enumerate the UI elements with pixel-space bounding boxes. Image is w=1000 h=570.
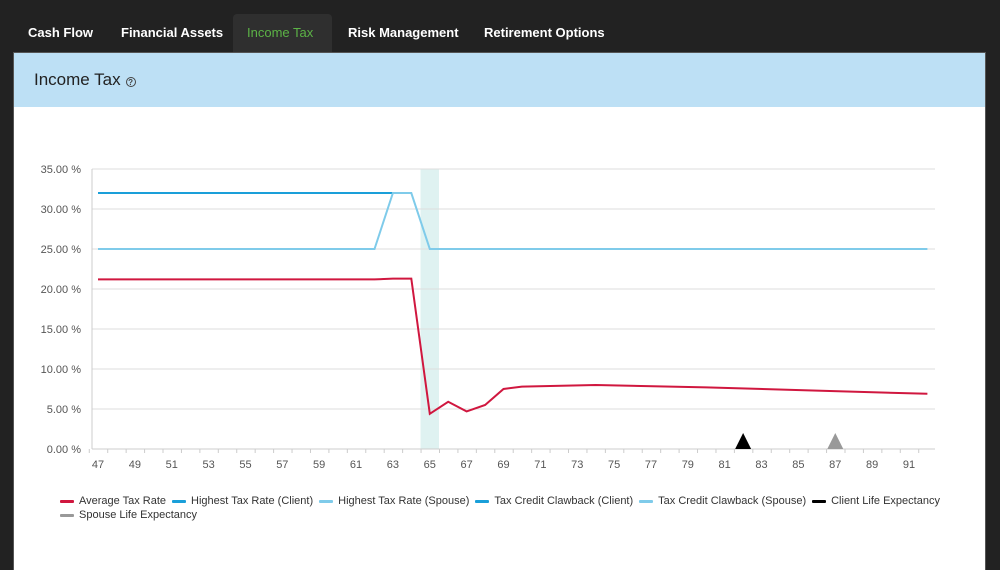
- x-tick-label: 57: [276, 459, 288, 471]
- y-tick-label: 10.00 %: [41, 364, 82, 376]
- legend-label: Highest Tax Rate (Client): [191, 495, 314, 507]
- x-tick-label: 59: [313, 459, 325, 471]
- y-tick-label: 0.00 %: [47, 444, 81, 456]
- x-tick-label: 83: [755, 459, 767, 471]
- legend-item[interactable]: Average Tax Rate: [60, 495, 166, 508]
- y-tick-label: 30.00 %: [41, 204, 82, 216]
- legend-swatch-icon: [319, 500, 334, 503]
- x-tick-label: 69: [497, 459, 509, 471]
- y-tick-label: 35.00 %: [41, 164, 82, 176]
- panel-title: Income Tax: [34, 70, 121, 89]
- legend-swatch-icon: [60, 514, 74, 517]
- tab-retirement-options[interactable]: Retirement Options: [484, 25, 605, 40]
- x-tick-label: 47: [92, 459, 104, 471]
- x-tick-label: 87: [829, 459, 841, 471]
- legend-swatch-icon: [812, 500, 827, 503]
- x-tick-label: 73: [571, 459, 583, 471]
- x-tick-label: 79: [682, 459, 694, 471]
- legend-label: Highest Tax Rate (Spouse): [338, 495, 470, 507]
- x-tick-label: 85: [792, 459, 804, 471]
- tab-financial-assets[interactable]: Financial Assets: [121, 25, 224, 40]
- x-tick-label: 55: [239, 459, 251, 471]
- legend-item[interactable]: Highest Tax Rate (Client): [172, 495, 313, 508]
- x-tick-label: 53: [202, 459, 214, 471]
- x-tick-label: 61: [350, 459, 362, 471]
- series-line-average-tax-rate: [98, 277, 928, 416]
- tab-income-tax[interactable]: Income Tax: [233, 14, 332, 52]
- help-icon[interactable]: ?: [125, 77, 136, 87]
- y-tick-label: 5.00 %: [47, 404, 81, 416]
- legend-label: Average Tax Rate: [79, 495, 167, 507]
- x-tick-label: 67: [461, 459, 473, 471]
- legend-swatch-icon: [475, 500, 490, 503]
- x-tick-label: 91: [903, 459, 915, 471]
- tab-bar: Cash Flow Financial Assets Income Tax Ri…: [0, 0, 1000, 52]
- legend-label: Tax Credit Clawback (Spouse): [658, 495, 807, 507]
- legend-item[interactable]: Highest Tax Rate (Spouse): [319, 495, 469, 508]
- legend-item[interactable]: Spouse Life Expectancy: [60, 509, 197, 522]
- income-tax-chart: 0.00 % 5.00 % 10.00 % 15.00 % 20.00 % 25.00 %…: [41, 164, 935, 471]
- client-life-expectancy-triangle-icon: [735, 433, 752, 449]
- income-tax-panel: Income Tax ? 0.00 % 5.00 % 10.00 % 15.00 % 2…: [13, 52, 986, 570]
- x-tick-label: 63: [387, 459, 399, 471]
- x-tick-label: 89: [866, 459, 878, 471]
- y-tick-label: 15.00 %: [41, 324, 82, 336]
- legend-label: Spouse Life Expectancy: [79, 509, 198, 521]
- y-tick-label: 25.00 %: [41, 244, 82, 256]
- tab-risk-management[interactable]: Risk Management: [348, 25, 459, 40]
- panel-header: Income Tax ?: [14, 53, 985, 107]
- spouse-life-expectancy-triangle-icon: [827, 433, 844, 449]
- x-tick-label: 71: [534, 459, 546, 471]
- legend-label: Client Life Expectancy: [831, 495, 940, 507]
- y-tick-label: 20.00 %: [41, 284, 82, 296]
- tab-cash-flow[interactable]: Cash Flow: [28, 25, 94, 40]
- legend-item[interactable]: Client Life Expectancy: [812, 495, 940, 508]
- legend-swatch-icon: [172, 500, 187, 503]
- x-tick-label: 65: [424, 459, 436, 471]
- x-tick-label: 49: [129, 459, 141, 471]
- x-tick-label: 77: [645, 459, 657, 471]
- x-tick-label: 51: [166, 459, 178, 471]
- chart-legend: Average Tax Rate Highest Tax Rate (Client…: [60, 494, 960, 522]
- legend-item[interactable]: Tax Credit Clawback (Spouse): [639, 495, 806, 508]
- series-line-highest-tax-rate-spouse: [98, 192, 928, 250]
- legend-swatch-icon: [639, 500, 654, 503]
- x-tick-label: 81: [719, 459, 731, 471]
- x-tick-label: 75: [608, 459, 620, 471]
- legend-item[interactable]: Tax Credit Clawback (Client): [475, 495, 633, 508]
- legend-swatch-icon: [60, 500, 74, 503]
- legend-label: Tax Credit Clawback (Client): [494, 495, 634, 507]
